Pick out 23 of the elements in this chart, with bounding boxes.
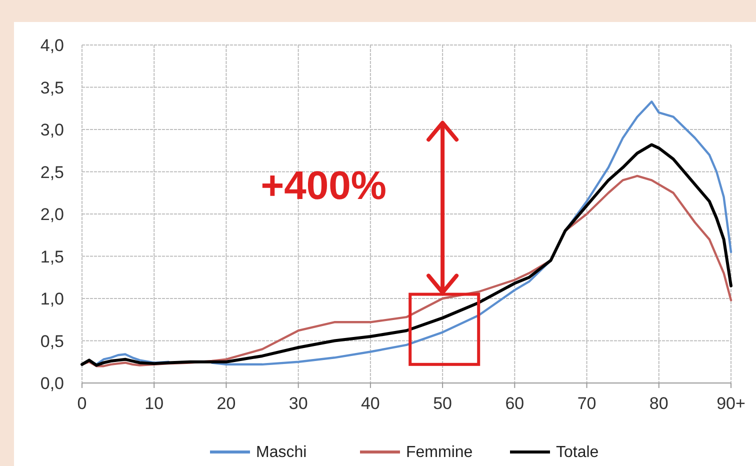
y-tick-label: 0,0 [40, 374, 64, 393]
x-tick-label: 90+ [716, 394, 746, 413]
x-tick-label: 10 [144, 394, 164, 413]
y-tick-label: 0,5 [40, 332, 64, 351]
y-tick-label: 2,5 [40, 162, 64, 182]
y-tick-label: 1,0 [40, 290, 64, 308]
x-tick-label: 80 [649, 394, 668, 413]
legend-label: Maschi [256, 444, 307, 461]
annotation: +400% [260, 164, 386, 208]
x-tick-label: 0 [77, 394, 87, 413]
x-tick-label: 40 [360, 394, 380, 413]
x-tick-label: 50 [433, 394, 452, 413]
legend-label: Femmine [406, 444, 473, 461]
x-tick-label: 20 [216, 394, 236, 413]
y-tick-label: 3,5 [40, 78, 64, 98]
x-tick-label: 60 [505, 394, 524, 413]
y-tick-label: 3,0 [40, 120, 64, 140]
y-tick-label: 1,5 [40, 247, 64, 266]
y-tick-label: 2,0 [40, 205, 64, 224]
x-tick-label: 70 [577, 394, 596, 413]
legend-label: Totale [556, 444, 599, 461]
y-tick-label: 4,0 [40, 36, 64, 55]
x-tick-label: 30 [288, 394, 308, 413]
